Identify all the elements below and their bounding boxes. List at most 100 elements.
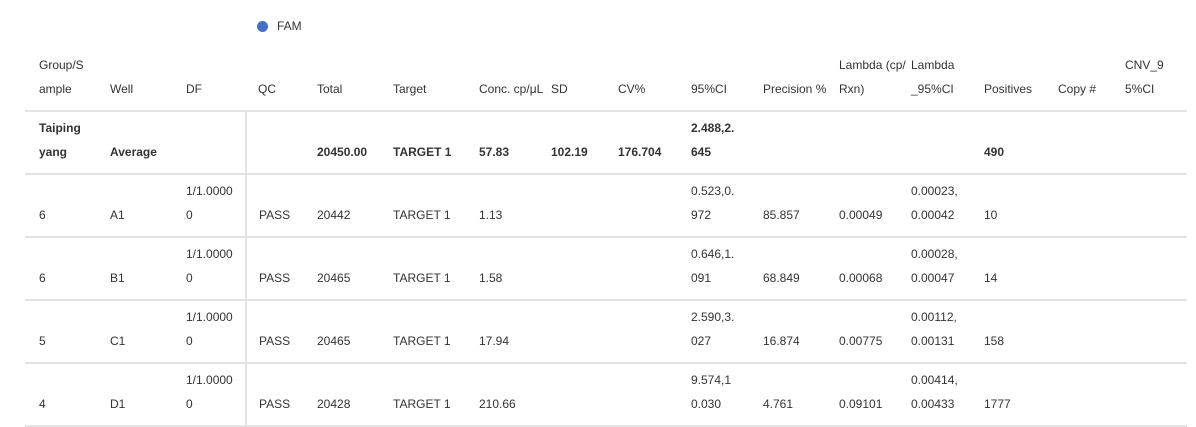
cell-text: 0.00068 xyxy=(839,271,883,285)
cell: TARGET 1 xyxy=(393,111,479,175)
legend-dot xyxy=(257,20,268,32)
cell: 20428 xyxy=(317,363,393,427)
legend-label: FAM xyxy=(277,19,302,33)
header-row: Group/Sample Well DF QC Total Target Conc. cp/… xyxy=(25,50,1187,112)
data-row: Taiping yang Average 20450.00 TARGET 1 57.83… xyxy=(25,111,1187,175)
cell-text: Average xyxy=(110,145,157,159)
cell: CV% xyxy=(618,50,691,112)
cell: PASS xyxy=(245,174,317,238)
cell xyxy=(1058,300,1125,364)
cell: 95%CI xyxy=(691,50,763,112)
cell-text: 0.00023,0.00042 xyxy=(911,184,958,222)
cell: 1/1.00000 xyxy=(186,174,246,238)
cell-text: Precision % xyxy=(763,82,827,96)
cell: QC xyxy=(246,50,317,112)
cell-text: Taiping yang xyxy=(39,121,81,159)
cell: 85.857 xyxy=(763,174,839,238)
cell: Average xyxy=(110,111,186,175)
cell: 68.849 xyxy=(763,237,839,301)
cell-text: 20465 xyxy=(317,334,351,348)
cell: 0.646,1.091 xyxy=(691,237,763,301)
cell: 0.00112,0.00131 xyxy=(911,300,984,364)
data-row: 6 A1 1/1.00000 PASS 20442 TARGET 1 1.13 0.523,0… xyxy=(25,174,1187,238)
cell-text: TARGET 1 xyxy=(393,208,451,222)
cell-text: 6 xyxy=(39,208,46,222)
cell-text: CV% xyxy=(618,82,646,96)
cell xyxy=(1058,111,1125,175)
cell-text: 20465 xyxy=(317,271,351,285)
cell: A1 xyxy=(110,174,186,238)
cell-text: 1.58 xyxy=(479,271,503,285)
cell: 0.09101 xyxy=(839,363,911,427)
cell-text: 0.09101 xyxy=(839,397,883,411)
cell-text: SD xyxy=(551,82,568,96)
cell-text: 4 xyxy=(39,397,46,411)
cell xyxy=(763,111,839,175)
cell-text: 1/1.00000 xyxy=(186,310,233,348)
cell: 17.94 xyxy=(479,300,551,364)
cell xyxy=(551,300,618,364)
cell: Positives xyxy=(984,50,1058,112)
cell-text: 0.00112,0.00131 xyxy=(911,310,957,348)
cell-text: Lambda (cp/Rxn) xyxy=(839,58,906,96)
cell: 20465 xyxy=(317,300,393,364)
cell: C1 xyxy=(110,300,186,364)
cell-text: 20450.00 xyxy=(317,145,368,159)
cell: TARGET 1 xyxy=(393,363,479,427)
cell-text: 68.849 xyxy=(763,271,800,285)
cell: PASS xyxy=(245,237,317,301)
cell-text: QC xyxy=(258,82,276,96)
cell-text: PASS xyxy=(259,397,291,411)
cell xyxy=(1125,363,1187,427)
cell xyxy=(186,111,246,175)
data-row: 6 B1 1/1.00000 PASS 20465 TARGET 1 1.58 0.646,1… xyxy=(25,237,1187,301)
cell: TARGET 1 xyxy=(393,237,479,301)
cell-text: 1/1.00000 xyxy=(186,247,233,285)
cell: PASS xyxy=(245,363,317,427)
cell-text: D1 xyxy=(110,397,126,411)
cell: Target xyxy=(393,50,479,112)
cell-text: 0.00049 xyxy=(839,208,883,222)
cell xyxy=(551,237,618,301)
cell xyxy=(618,237,691,301)
cell-text: 0.00414,0.00433 xyxy=(911,373,958,411)
cell: 210.66 xyxy=(479,363,551,427)
cell-text: 1/1.00000 xyxy=(186,373,233,411)
cell-text: 2.590,3.027 xyxy=(691,310,735,348)
cell: 16.874 xyxy=(763,300,839,364)
cell xyxy=(1125,111,1187,175)
data-row: 5 C1 1/1.00000 PASS 20465 TARGET 1 17.94 2.590,… xyxy=(25,300,1187,364)
cell xyxy=(1125,237,1187,301)
cell: 1/1.00000 xyxy=(186,300,246,364)
cell: 0.00023,0.00042 xyxy=(911,174,984,238)
cell-text: 1.13 xyxy=(479,208,503,222)
cell-text: 10 xyxy=(984,208,998,222)
cell-text: PASS xyxy=(259,334,291,348)
cell-text: TARGET 1 xyxy=(393,271,451,285)
cell-text: 102.19 xyxy=(551,145,588,159)
cell xyxy=(1125,174,1187,238)
cell: 1777 xyxy=(984,363,1058,427)
cell xyxy=(551,174,618,238)
legend: FAM xyxy=(257,17,302,35)
cell-text: A1 xyxy=(110,208,125,222)
cell-text: 9.574,10.030 xyxy=(691,373,732,411)
cell-text: 4.761 xyxy=(763,397,794,411)
cell xyxy=(911,111,984,175)
cell xyxy=(618,363,691,427)
cell: B1 xyxy=(110,237,186,301)
cell: 0.00028,0.00047 xyxy=(911,237,984,301)
cell-text: 16.874 xyxy=(763,334,800,348)
cell: SD xyxy=(551,50,618,112)
cell-text: C1 xyxy=(110,334,126,348)
cell-text: 0.646,1.091 xyxy=(691,247,735,285)
cell: TARGET 1 xyxy=(393,300,479,364)
cell: 0.00049 xyxy=(839,174,911,238)
cell: 2.488,2.645 xyxy=(691,111,763,175)
cell: D1 xyxy=(110,363,186,427)
cell: 5 xyxy=(25,300,110,364)
cell: 20442 xyxy=(317,174,393,238)
cell: 102.19 xyxy=(551,111,618,175)
cell: 490 xyxy=(984,111,1058,175)
